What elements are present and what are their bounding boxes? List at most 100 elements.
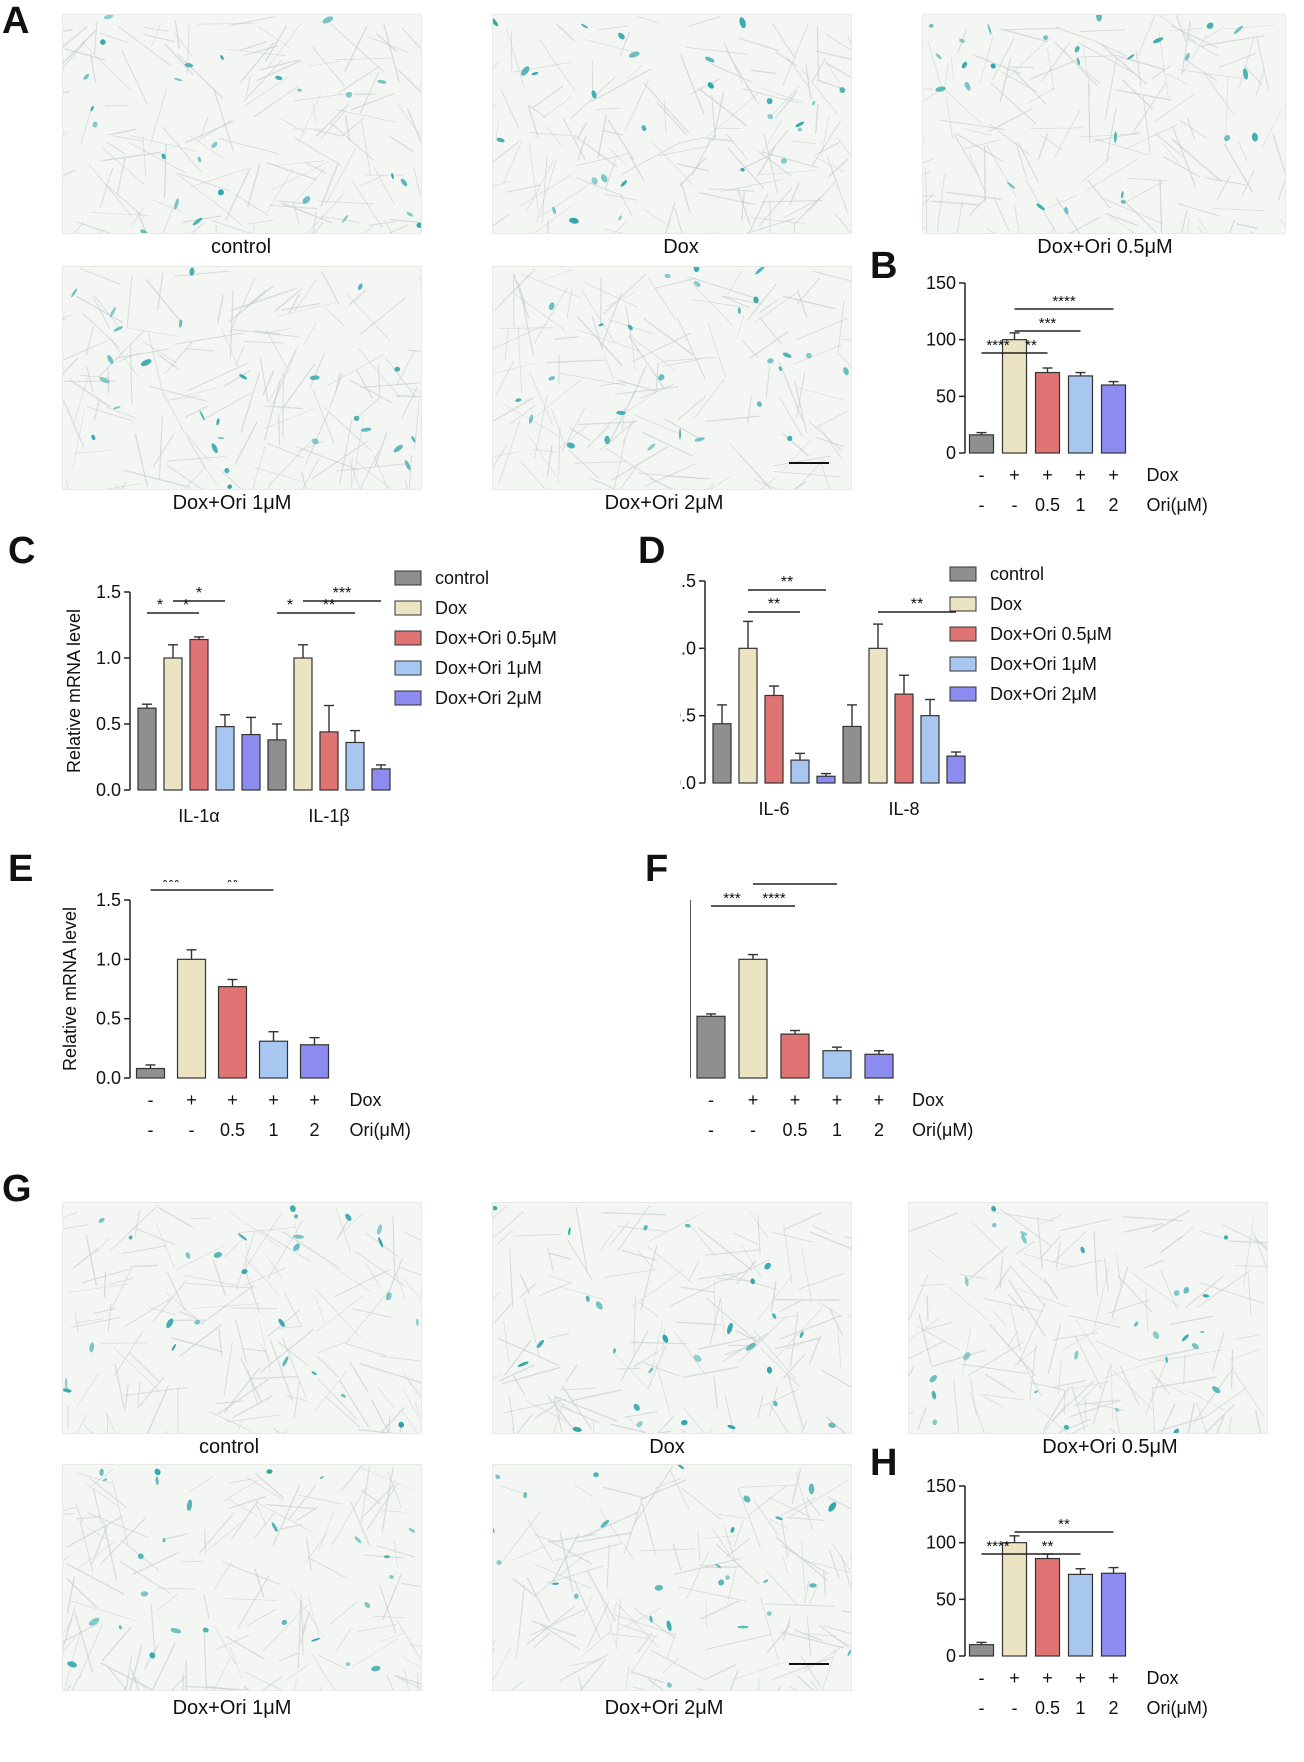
legend-swatch bbox=[950, 657, 976, 671]
category-label: IL-1α bbox=[178, 806, 219, 826]
dox-row-value: + bbox=[1075, 465, 1086, 485]
bar bbox=[1069, 1574, 1093, 1656]
ori-row-value: - bbox=[1012, 495, 1018, 515]
y-tick-label: 1.0 bbox=[96, 949, 121, 969]
bar bbox=[346, 742, 364, 790]
panel-label-b: B bbox=[870, 245, 897, 288]
dox-row-value: + bbox=[790, 1090, 801, 1110]
y-tick-label: 0.0 bbox=[680, 773, 696, 793]
dox-row-value: + bbox=[1075, 1668, 1086, 1688]
bar bbox=[1036, 1559, 1060, 1656]
y-tick-label: 0.5 bbox=[96, 714, 121, 734]
panel-label-a: A bbox=[2, 0, 29, 43]
category-label: IL-6 bbox=[758, 799, 789, 819]
bar bbox=[970, 1645, 994, 1656]
y-tick-label: 0 bbox=[946, 443, 956, 463]
significance-label: ** bbox=[1025, 337, 1037, 354]
significance-label: ** bbox=[227, 880, 239, 891]
bar bbox=[869, 648, 887, 783]
bar bbox=[865, 1054, 893, 1078]
legend-swatch bbox=[395, 661, 421, 675]
significance-label: * bbox=[287, 597, 293, 614]
significance-label: *** bbox=[723, 890, 741, 907]
bar bbox=[947, 756, 965, 783]
dox-row-value: - bbox=[708, 1090, 714, 1110]
ori-row-value: - bbox=[148, 1120, 154, 1140]
bar bbox=[697, 1016, 725, 1078]
bar bbox=[765, 695, 783, 783]
y-tick-label: 50 bbox=[936, 1589, 956, 1609]
bar bbox=[138, 708, 156, 790]
ori-row-value: 2 bbox=[874, 1120, 884, 1140]
significance-label: ** bbox=[911, 596, 923, 613]
ori-row-value: 0.5 bbox=[220, 1120, 245, 1140]
dox-row-value: + bbox=[186, 1090, 197, 1110]
chart-f-p21: p21Relative mRNA level0.00.51.01.5******… bbox=[690, 880, 1230, 1200]
legend-swatch bbox=[395, 571, 421, 585]
bar bbox=[1102, 1573, 1126, 1656]
ori-row-value: 0.5 bbox=[782, 1120, 807, 1140]
y-tick-label: 0.0 bbox=[96, 780, 121, 800]
ori-row-value: - bbox=[1012, 1698, 1018, 1718]
significance-label: **** bbox=[1052, 293, 1076, 310]
significance-label: *** bbox=[162, 880, 180, 891]
caption-dox-ori1-g: Dox+Ori 1μM bbox=[82, 1697, 382, 1720]
ori-row-value: - bbox=[979, 1698, 985, 1718]
dox-row-value: + bbox=[268, 1090, 279, 1110]
micrograph-dox-g bbox=[492, 1202, 852, 1434]
bar bbox=[190, 640, 208, 790]
dox-row-label: Dox bbox=[1147, 465, 1179, 485]
ori-row-value: 1 bbox=[1075, 495, 1085, 515]
significance-label: * bbox=[183, 597, 189, 614]
significance-label: ** bbox=[1042, 1538, 1054, 1555]
bar bbox=[713, 724, 731, 783]
legend-label: Dox+Ori 1μM bbox=[990, 654, 1097, 674]
bar bbox=[294, 658, 312, 790]
caption-dox-a: Dox bbox=[531, 236, 831, 259]
significance-label: *** bbox=[1039, 315, 1057, 332]
caption-dox-ori2-g: Dox+Ori 2μM bbox=[514, 1697, 814, 1720]
ori-row-value: - bbox=[708, 1120, 714, 1140]
panel-label-h: H bbox=[870, 1442, 897, 1485]
bar bbox=[301, 1045, 329, 1078]
legend-label: Dox bbox=[435, 598, 467, 618]
panel-label-e: E bbox=[8, 848, 33, 891]
legend-swatch bbox=[950, 567, 976, 581]
bar bbox=[739, 959, 767, 1078]
bar bbox=[1102, 385, 1126, 453]
bar bbox=[216, 727, 234, 790]
caption-dox-g: Dox bbox=[517, 1436, 817, 1459]
dox-row-label: Dox bbox=[912, 1090, 944, 1110]
legend-label: Dox bbox=[990, 594, 1022, 614]
legend-label: control bbox=[435, 570, 489, 588]
dox-row-value: + bbox=[309, 1090, 320, 1110]
ori-row-value: 0.5 bbox=[1035, 1698, 1060, 1718]
y-axis-label: Relative mRNA level bbox=[60, 907, 80, 1071]
y-tick-label: 1.5 bbox=[96, 890, 121, 910]
y-tick-label: 100 bbox=[926, 1533, 956, 1553]
caption-dox-ori05-g: Dox+Ori 0.5μM bbox=[960, 1436, 1260, 1459]
bar bbox=[1003, 1543, 1027, 1656]
micrograph-dox-ori1-g bbox=[62, 1464, 422, 1691]
caption-dox-ori2-a: Dox+Ori 2μM bbox=[514, 492, 814, 515]
ori-row-value: 2 bbox=[1108, 495, 1118, 515]
y-tick-label: 1.0 bbox=[680, 638, 696, 658]
ori-row-label: Ori(μM) bbox=[1147, 495, 1208, 515]
dox-row-value: + bbox=[227, 1090, 238, 1110]
significance-label: ** bbox=[781, 574, 793, 591]
dox-row-value: + bbox=[1108, 465, 1119, 485]
dox-row-label: Dox bbox=[350, 1090, 382, 1110]
legend-label: Dox+Ori 0.5μM bbox=[990, 624, 1112, 644]
bar bbox=[970, 435, 994, 453]
ori-row-value: - bbox=[189, 1120, 195, 1140]
dox-row-value: + bbox=[832, 1090, 843, 1110]
micrograph-control-g bbox=[62, 1202, 422, 1434]
dox-row-label: Dox bbox=[1147, 1668, 1179, 1688]
y-tick-label: 100 bbox=[926, 330, 956, 350]
significance-label: *** bbox=[333, 585, 352, 602]
dox-row-value: - bbox=[979, 1668, 985, 1688]
chart-d-il6-il8: Relative mRNA level0.00.51.01.5IL-6IL-8*… bbox=[680, 565, 1304, 865]
legend-swatch bbox=[950, 687, 976, 701]
caption-control-a: control bbox=[91, 236, 391, 259]
